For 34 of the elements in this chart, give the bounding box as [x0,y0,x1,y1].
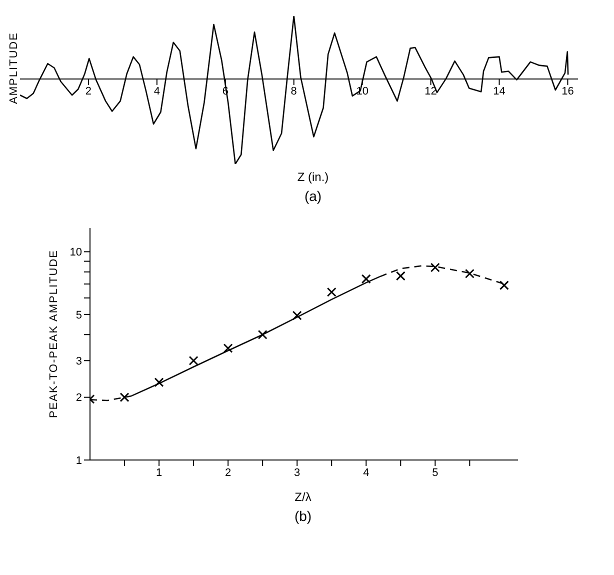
x-axis-title: Z/λ [294,490,312,504]
point [361,274,371,284]
point [258,330,268,340]
text: (a) [303,188,323,204]
x-tick-label: 4 [363,466,370,479]
point [120,392,130,402]
x-tick-label: 10 [356,86,368,98]
point [430,262,440,272]
point [464,268,474,278]
point [154,378,164,388]
point [326,287,336,297]
y-tick-label: 5 [76,309,82,322]
x-tick-label: 4 [154,86,160,98]
x-tick-label: 14 [493,86,506,98]
y-tick-label: 1 [76,454,82,467]
x-tick-label: 3 [294,466,300,479]
x-tick-label: 1 [156,466,162,479]
y-tick-label: 3 [76,356,82,368]
point [292,310,302,320]
x-axis-title: Z (in.) [296,170,330,184]
y-tick-label: 2 [76,392,82,404]
x-tick-label: 8 [290,86,297,98]
x-tick-label: 5 [432,466,438,479]
x-tick-label: 2 [225,466,232,479]
point [188,356,198,366]
y-tick-label: 10 [70,246,82,259]
x-tick-label: 16 [562,86,574,98]
point [499,280,509,290]
x-tick-label: 2 [85,86,92,98]
point [396,271,406,281]
text: (b) [293,508,313,524]
y-axis-title: PEAK-TO-PEAK AMPLITUDE [48,248,60,420]
point [223,344,233,353]
y-axis-title: AMPLITUDE [8,31,20,106]
